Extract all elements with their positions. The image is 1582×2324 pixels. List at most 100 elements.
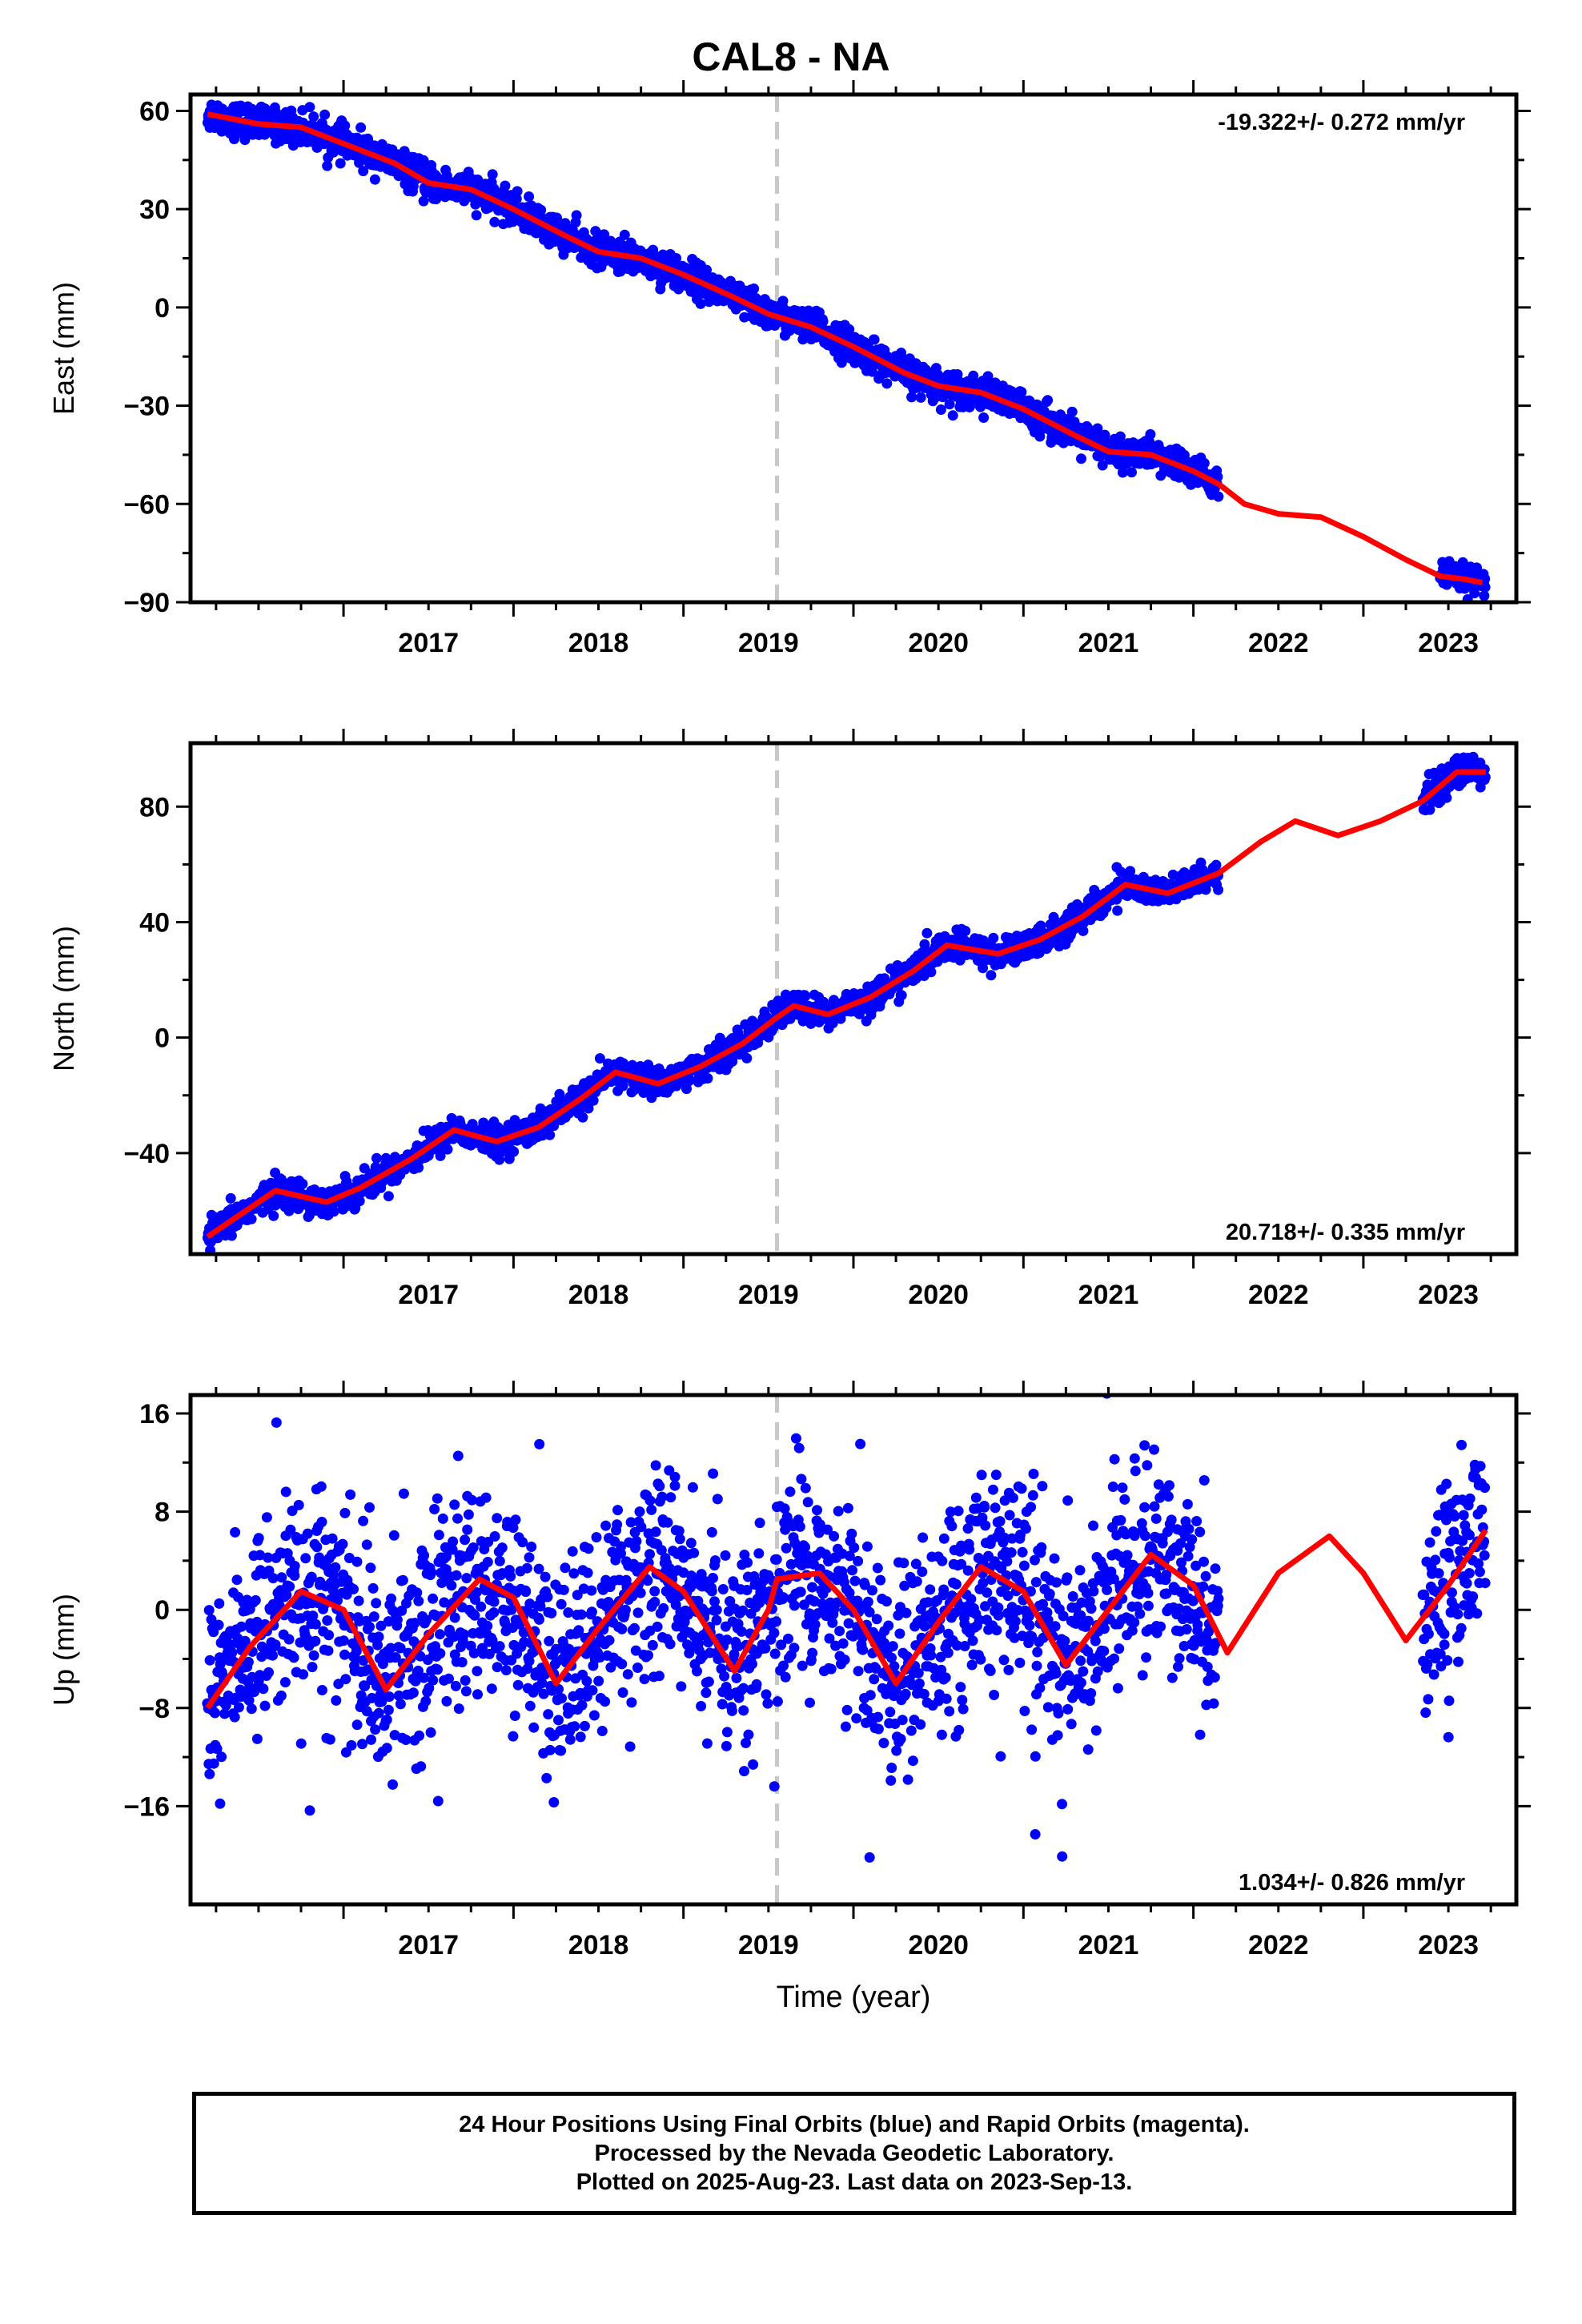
data-point xyxy=(906,392,917,403)
data-point xyxy=(387,1779,398,1790)
data-point xyxy=(210,1707,220,1719)
data-point xyxy=(310,1618,321,1630)
data-point xyxy=(492,1513,503,1524)
data-point xyxy=(281,1590,292,1601)
data-point xyxy=(471,210,482,221)
data-point xyxy=(817,316,829,327)
data-point xyxy=(364,1502,375,1513)
data-point xyxy=(536,1678,548,1689)
x-tick-label: 2021 xyxy=(1078,628,1139,658)
data-point xyxy=(1114,431,1126,442)
data-point xyxy=(671,253,682,263)
data-point xyxy=(432,1795,444,1807)
data-point xyxy=(377,1659,388,1670)
data-point xyxy=(494,1641,505,1652)
data-point xyxy=(388,1530,400,1541)
data-point xyxy=(284,1581,295,1592)
data-point xyxy=(472,1689,483,1700)
data-point xyxy=(424,1683,435,1694)
y-tick-label: −30 xyxy=(123,392,170,422)
x-tick-label: 2018 xyxy=(568,1280,629,1310)
x-tick-label: 2019 xyxy=(738,1280,799,1310)
data-points xyxy=(202,751,1491,1254)
data-point xyxy=(339,1507,351,1518)
data-point xyxy=(449,1499,460,1510)
x-tick-label: 2023 xyxy=(1418,628,1479,658)
data-point xyxy=(421,1614,432,1626)
data-point xyxy=(1099,429,1110,440)
data-point xyxy=(528,1722,540,1733)
model-line xyxy=(207,111,1484,585)
data-point xyxy=(381,1715,392,1725)
data-point xyxy=(211,1743,223,1755)
data-point xyxy=(594,1053,605,1064)
y-axis-label: North (mm) xyxy=(47,926,80,1072)
data-point xyxy=(517,1537,528,1548)
y-tick-label: 0 xyxy=(155,293,170,324)
data-point xyxy=(289,1561,300,1571)
data-point xyxy=(236,1621,247,1632)
data-point xyxy=(511,193,522,204)
data-point xyxy=(250,1594,261,1606)
data-point xyxy=(270,1639,281,1651)
data-point xyxy=(444,1673,454,1684)
data-point xyxy=(1441,792,1452,803)
data-point xyxy=(369,174,380,185)
data-point xyxy=(482,1620,493,1631)
y-axis-label: East (mm) xyxy=(47,282,80,415)
data-point xyxy=(1480,581,1491,593)
data-point xyxy=(358,1515,369,1526)
data-points xyxy=(202,99,1491,602)
data-point xyxy=(460,1686,472,1697)
data-point xyxy=(1078,925,1089,936)
data-point xyxy=(461,1573,472,1584)
data-point xyxy=(372,1639,383,1651)
data-point xyxy=(482,1557,493,1567)
data-point xyxy=(524,1552,535,1563)
data-point xyxy=(1112,905,1123,916)
data-point xyxy=(205,1244,216,1254)
data-point xyxy=(263,1667,274,1678)
data-point xyxy=(1092,423,1103,434)
data-point xyxy=(944,399,955,410)
data-point xyxy=(268,1210,279,1221)
data-point xyxy=(571,210,582,221)
data-point xyxy=(500,180,511,191)
data-point xyxy=(496,1542,508,1554)
x-tick-label: 2020 xyxy=(908,1280,969,1310)
data-point xyxy=(311,1542,323,1553)
data-point xyxy=(319,109,331,120)
data-point xyxy=(469,1610,480,1621)
data-point xyxy=(243,1656,254,1667)
data-point xyxy=(727,1055,738,1067)
data-point xyxy=(398,1488,409,1499)
data-point xyxy=(453,1703,464,1715)
y-tick-label: 80 xyxy=(139,792,170,822)
data-point xyxy=(251,1733,263,1744)
data-point xyxy=(512,1679,524,1691)
data-point xyxy=(452,1513,463,1524)
data-point xyxy=(231,1574,243,1586)
x-tick-label: 2017 xyxy=(398,1280,459,1310)
data-point xyxy=(267,1573,279,1584)
data-point xyxy=(410,1675,421,1687)
data-point xyxy=(226,1910,236,1920)
data-point xyxy=(375,1620,387,1631)
data-point xyxy=(348,1583,359,1594)
data-point xyxy=(383,1191,394,1202)
data-point xyxy=(371,1152,382,1164)
data-point xyxy=(300,1553,311,1564)
data-point xyxy=(324,1734,335,1745)
data-point xyxy=(395,1699,406,1710)
data-point xyxy=(534,1614,544,1625)
data-point xyxy=(214,1598,225,1609)
data-point xyxy=(866,366,877,377)
data-point xyxy=(446,1580,457,1591)
data-point xyxy=(416,1761,427,1772)
data-point xyxy=(339,1649,350,1660)
data-point xyxy=(307,1610,319,1622)
data-point xyxy=(376,1696,387,1707)
data-point xyxy=(255,1550,266,1561)
